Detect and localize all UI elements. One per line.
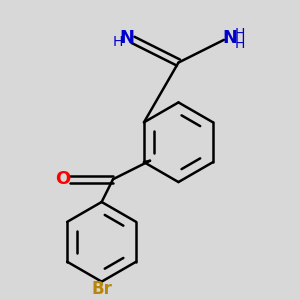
Text: H: H (113, 35, 123, 49)
Text: N: N (223, 29, 238, 47)
Text: Br: Br (91, 280, 112, 298)
Text: O: O (56, 170, 71, 188)
Text: N: N (119, 29, 134, 47)
Text: H: H (234, 37, 245, 51)
Text: H: H (234, 27, 245, 41)
